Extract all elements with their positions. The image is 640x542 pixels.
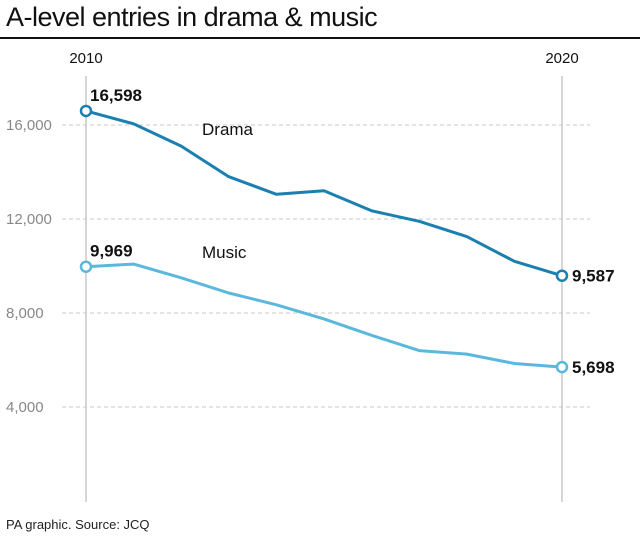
x-axis: 2010 2020 <box>69 50 578 67</box>
data-label-start-drama: 16,598 <box>90 86 142 105</box>
data-label-end-drama: 9,587 <box>572 267 615 286</box>
x-tick-label: 2020 <box>545 50 578 67</box>
point-start-music <box>79 260 93 273</box>
y-axis: 4,000 8,000 12,000 16,000 <box>6 117 52 416</box>
y-tick-label: 4,000 <box>6 399 44 416</box>
x-tick-label: 2010 <box>69 50 102 67</box>
series-label-drama: Drama <box>202 120 254 139</box>
data-label-start-music: 9,969 <box>90 242 133 261</box>
data-label-end-music: 5,698 <box>572 358 615 377</box>
y-tick-label: 8,000 <box>6 305 44 322</box>
point-end-drama <box>555 269 569 282</box>
series-line-drama <box>84 109 564 278</box>
label-layer: 16,598 9,587 Drama 9,969 5,698 Music <box>90 86 615 377</box>
grid-layer <box>62 76 590 502</box>
title-rule <box>0 37 640 39</box>
series-line-music <box>84 262 564 369</box>
y-tick-label: 16,000 <box>6 117 52 134</box>
chart-title: A-level entries in drama & music <box>6 2 378 32</box>
series-layer <box>79 104 569 374</box>
y-tick-label: 12,000 <box>6 211 52 228</box>
point-start-drama <box>79 104 93 118</box>
series-label-music: Music <box>202 243 247 262</box>
point-end-music <box>555 360 569 374</box>
source-note: PA graphic. Source: JCQ <box>6 517 150 532</box>
